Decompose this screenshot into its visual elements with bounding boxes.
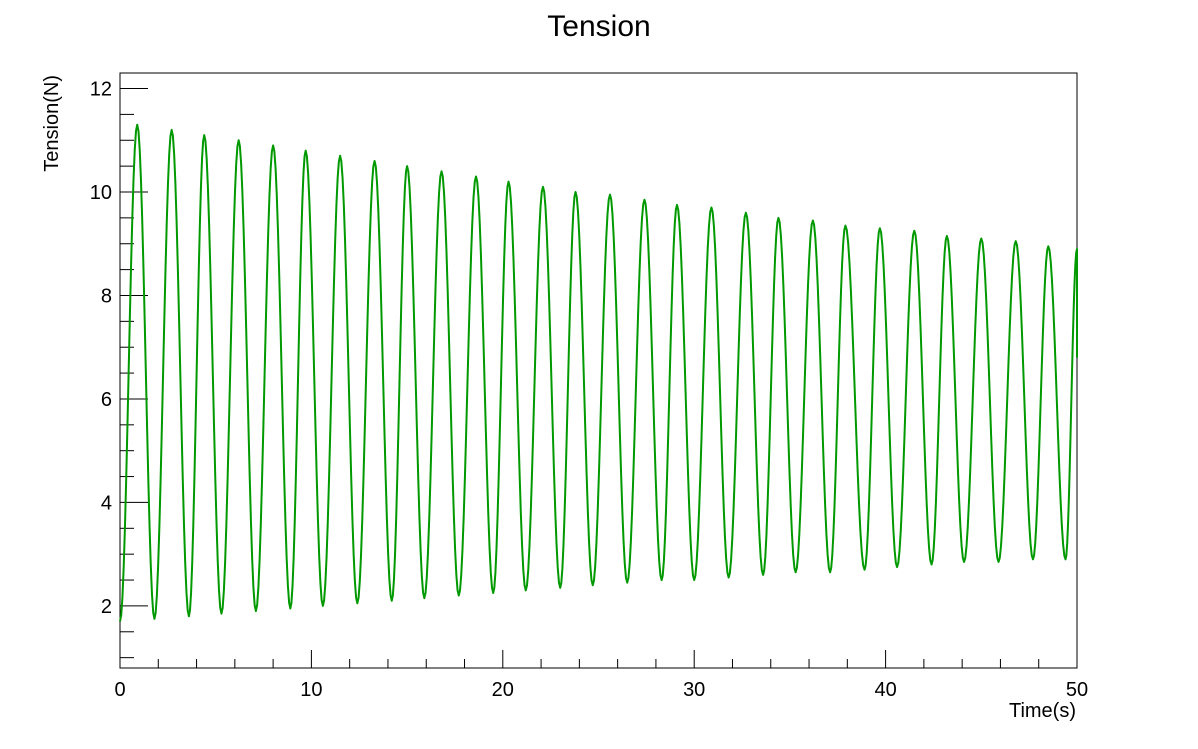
x-axis: 0 10 20 30 40 50 <box>114 650 1088 701</box>
y-axis-title: Tension(N) <box>41 75 63 172</box>
y-tick-label: 6 <box>101 389 112 411</box>
x-tick-label: 10 <box>300 679 322 701</box>
series-layer <box>119 123 1078 622</box>
x-tick-label: 20 <box>492 679 514 701</box>
x-tick-label: 50 <box>1066 679 1088 701</box>
x-tick-label: 0 <box>114 679 125 701</box>
series-line-0 <box>119 123 1078 622</box>
x-tick-label: 30 <box>683 679 705 701</box>
x-axis-title: Time(s) <box>1009 700 1076 722</box>
y-tick-label: 2 <box>101 596 112 618</box>
y-tick-label: 4 <box>101 492 112 514</box>
y-tick-label: 12 <box>90 79 112 101</box>
plot-frame <box>119 72 1078 669</box>
chart-title: Tension <box>547 10 650 43</box>
y-axis: 2 4 6 8 10 12 <box>90 79 148 659</box>
y-tick-label: 8 <box>101 285 112 307</box>
y-tick-label: 10 <box>90 182 112 204</box>
x-tick-label: 40 <box>874 679 896 701</box>
